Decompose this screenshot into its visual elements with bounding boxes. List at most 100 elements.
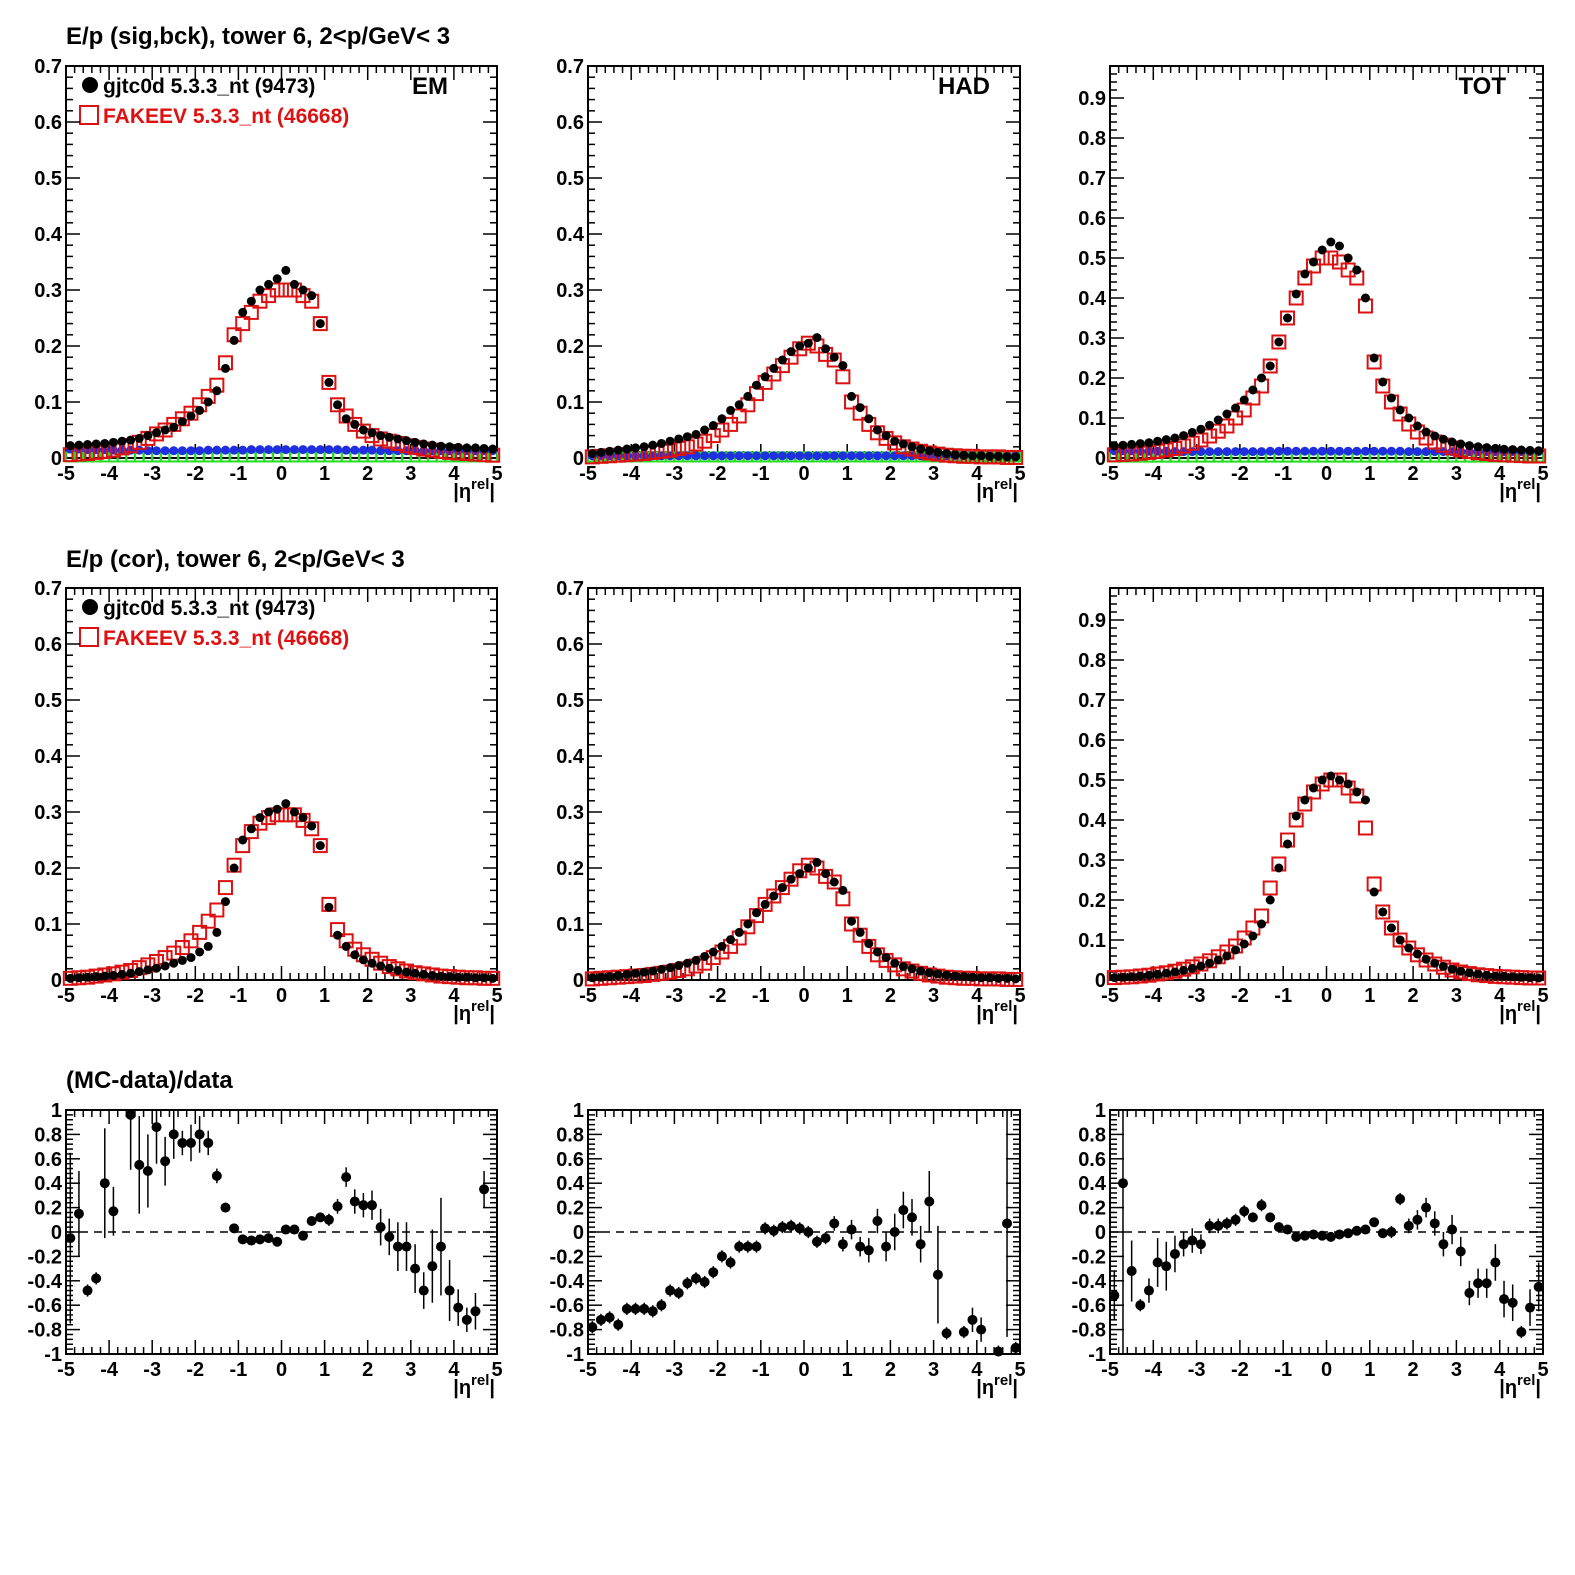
data-point	[743, 391, 753, 401]
data-point	[367, 428, 377, 438]
data-point	[1447, 437, 1457, 447]
legend-marker-data-row2	[82, 599, 98, 615]
ratio-point	[168, 1129, 179, 1140]
data-point	[246, 296, 256, 306]
row3-title: (MC-data)/data	[66, 1067, 233, 1094]
data-point	[933, 447, 943, 457]
y-tick-label: 0.8	[1078, 128, 1106, 150]
mc-point	[312, 838, 328, 854]
data-point	[1499, 971, 1509, 981]
data-point	[470, 443, 480, 453]
data-point	[479, 973, 489, 983]
data-point	[898, 439, 908, 449]
data-point	[847, 391, 857, 401]
data-point	[1395, 405, 1405, 415]
mc-point	[1280, 310, 1296, 326]
ratio-point	[665, 1285, 676, 1296]
data-point	[401, 967, 411, 977]
data-point	[1525, 973, 1535, 983]
data-point	[445, 442, 455, 452]
x-tick-label: -5	[579, 1359, 597, 1381]
data-point	[401, 436, 411, 446]
y-tick-label: 0.1	[556, 914, 584, 936]
data-point	[376, 431, 386, 441]
data-point	[682, 958, 692, 968]
mc-point	[1331, 772, 1347, 788]
mc-point	[217, 880, 233, 896]
y-tick-label: 0.9	[1078, 610, 1106, 632]
x-tick-label: 2	[885, 985, 896, 1007]
x-tick-label: 0	[798, 463, 809, 485]
data-point	[916, 444, 926, 454]
data-point	[838, 885, 848, 895]
data-point	[734, 400, 744, 410]
x-axis-title: |ηrel|	[976, 1372, 1018, 1399]
y-tick-label: 0.3	[34, 802, 62, 824]
x-tick-label: -3	[1188, 1359, 1206, 1381]
data-point	[186, 411, 196, 421]
data-point	[1456, 966, 1466, 976]
data-point	[462, 443, 472, 453]
data-point	[246, 824, 256, 834]
data-point	[1456, 439, 1466, 449]
data-point	[648, 966, 658, 976]
data-point	[639, 442, 649, 452]
y-tick-label: -0.8	[1072, 1320, 1106, 1342]
data-point	[1002, 452, 1012, 462]
x-tick-label: 1	[1364, 1359, 1375, 1381]
bck-blue-point	[821, 451, 831, 461]
ratio-point	[1299, 1230, 1310, 1241]
ratio-point	[621, 1303, 632, 1314]
bck-blue-point	[1352, 446, 1362, 456]
x-tick-label: -2	[1231, 985, 1249, 1007]
ratio-point	[1490, 1257, 1501, 1268]
x-axis-title: |ηrel|	[976, 476, 1018, 503]
ratio-point	[1516, 1327, 1527, 1338]
mc-point	[1392, 932, 1408, 948]
data-point	[726, 405, 736, 415]
x-tick-label: -3	[143, 1359, 161, 1381]
panel-r1-tot: -5 -4 -3 -2 -1 0 1 2 3 4 5|ηrel| 0 0.1 0.2 0.3 0.4 0.5 0.…	[1078, 65, 1549, 503]
data-point	[255, 285, 265, 295]
bck-blue-point	[203, 445, 213, 455]
data-point	[152, 428, 162, 438]
bck-blue-point	[726, 451, 736, 461]
data-point	[83, 972, 93, 982]
data-point	[907, 442, 917, 452]
x-tick-label: -2	[709, 985, 727, 1007]
panel-r3-em: -5 -4 -3 -2 -1 0 1 2 3 4 5|ηrel|-1-0.8-0.6-0.4-0.2…	[28, 1100, 503, 1399]
data-point	[656, 964, 666, 974]
ratio-point	[941, 1328, 952, 1339]
ratio-point	[604, 1312, 615, 1323]
legend-marker-data-row1	[82, 77, 98, 93]
x-axis-title: |ηrel|	[453, 1372, 495, 1399]
panels-layer: -5 -4 -3 -2 -1 0 1 2 3 4 5|ηrel|00.10.20.30.40.50.…	[28, 56, 1549, 1399]
data-point	[1170, 433, 1180, 443]
bck-blue-point	[134, 445, 144, 455]
ratio-point	[1187, 1235, 1198, 1246]
ratio-point	[1360, 1224, 1371, 1235]
data-point	[281, 799, 291, 809]
data-point	[777, 355, 787, 365]
data-point	[726, 935, 736, 945]
y-tick-label: 0.4	[1078, 1173, 1107, 1195]
ratio-point	[760, 1223, 771, 1234]
y-tick-label: -0.2	[28, 1246, 62, 1268]
ratio-point	[725, 1257, 736, 1268]
bck-blue-point	[315, 445, 325, 455]
data-point	[83, 440, 93, 450]
data-point	[993, 973, 1003, 983]
panel-label-em: EM	[412, 73, 448, 100]
data-point	[177, 417, 187, 427]
data-point	[384, 963, 394, 973]
ratio-point	[863, 1245, 874, 1256]
ratio-point	[1343, 1228, 1354, 1239]
y-tick-label: 0.5	[1078, 248, 1106, 270]
x-tick-label: 4	[1494, 463, 1506, 485]
ratio-point	[915, 1239, 926, 1250]
x-tick-label: -4	[622, 985, 641, 1007]
panel-r1-em: -5 -4 -3 -2 -1 0 1 2 3 4 5|ηrel| 0 0.1 0.2 0.3 0.4 0.5 0.…	[34, 56, 502, 503]
data-point	[1482, 970, 1492, 980]
y-tick-label: 0.6	[34, 634, 62, 656]
